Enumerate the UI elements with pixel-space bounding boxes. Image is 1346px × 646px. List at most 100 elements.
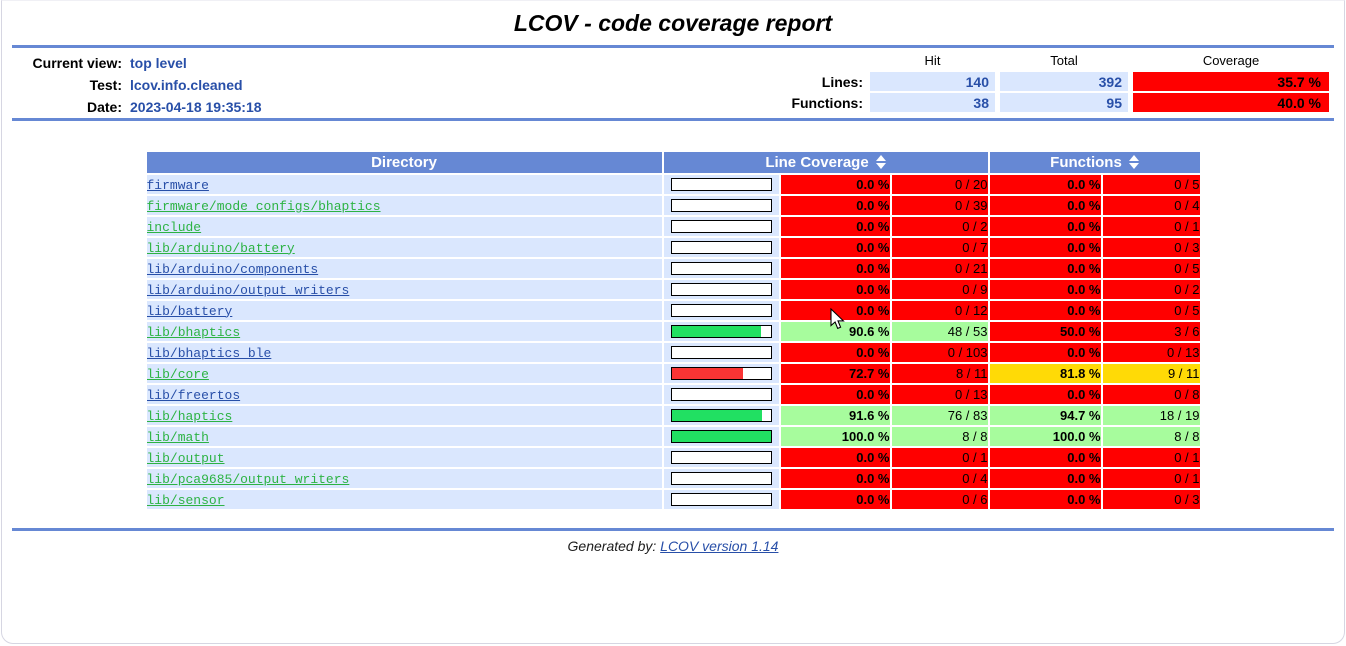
directory-link[interactable]: firmware/mode_configs/bhaptics [146,198,381,214]
directory-link[interactable]: lib/haptics [146,408,233,424]
directory-link[interactable]: lib/sensor [146,492,225,508]
functions-ratio: 0 / 13 [1102,343,1200,362]
coverage-bar [670,262,772,275]
functions-ratio: 0 / 8 [1102,385,1200,404]
summary-lines-hit: 140 [870,72,995,91]
line-coverage-pct: 0.0 % [780,301,890,320]
line-coverage-ratio: 0 / 1 [891,448,988,467]
table-row: lib/sensor 0.0 % 0 / 6 0.0 % 0 / 3 [146,490,1200,509]
directory-link[interactable]: lib/bhaptics_ble [146,345,272,361]
table-row: include 0.0 % 0 / 2 0.0 % 0 / 1 [146,217,1200,236]
summary-lines-label: Lines: [821,73,863,90]
coverage-summary: Hit Total Coverage Lines: 140 392 35.7 %… [785,49,1334,114]
summary-lines-total: 392 [1000,72,1128,91]
functions-ratio: 0 / 4 [1102,196,1200,215]
coverage-bar [670,367,772,380]
coverage-bar [670,346,772,359]
functions-pct: 0.0 % [989,301,1101,320]
functions-ratio: 3 / 6 [1102,322,1200,341]
functions-pct: 94.7 % [989,406,1101,425]
summary-functions-hit: 38 [870,93,995,112]
table-row: lib/freertos 0.0 % 0 / 13 0.0 % 0 / 8 [146,385,1200,404]
directory-link[interactable]: lib/arduino/battery [146,240,295,256]
functions-pct: 0.0 % [989,217,1101,236]
table-row: lib/haptics 91.6 % 76 / 83 94.7 % 18 / 1… [146,406,1200,425]
functions-pct: 50.0 % [989,322,1101,341]
functions-pct: 0.0 % [989,280,1101,299]
table-row: lib/core 72.7 % 8 / 11 81.8 % 9 / 11 [146,364,1200,383]
line-coverage-pct: 72.7 % [780,364,890,383]
line-coverage-ratio: 0 / 39 [891,196,988,215]
functions-ratio: 0 / 5 [1102,175,1200,194]
line-coverage-pct: 0.0 % [780,280,890,299]
table-row: lib/bhaptics_ble 0.0 % 0 / 103 0.0 % 0 /… [146,343,1200,362]
summary-col-coverage: Coverage [1202,53,1260,68]
sort-updown-icon[interactable] [1128,155,1139,170]
directory-link[interactable]: lib/pca9685/output_writers [146,471,350,487]
functions-ratio: 0 / 1 [1102,469,1200,488]
directory-link[interactable]: lib/core [146,366,209,382]
date-label: Date: [86,99,122,115]
current-view-label: Current view: [32,55,122,71]
line-coverage-ratio: 8 / 8 [891,427,988,446]
coverage-bar [670,220,772,233]
summary-lines-coverage: 35.7 % [1133,72,1329,91]
table-row: lib/arduino/output_writers 0.0 % 0 / 9 0… [146,280,1200,299]
directory-link[interactable]: lib/bhaptics [146,324,241,340]
sort-updown-icon[interactable] [875,155,886,170]
functions-ratio: 0 / 5 [1102,301,1200,320]
directory-link[interactable]: lib/battery [146,303,233,319]
coverage-bar [670,325,772,338]
table-row: lib/math 100.0 % 8 / 8 100.0 % 8 / 8 [146,427,1200,446]
functions-ratio: 0 / 3 [1102,490,1200,509]
table-row: lib/pca9685/output_writers 0.0 % 0 / 4 0… [146,469,1200,488]
directory-link[interactable]: lib/freertos [146,387,241,403]
directory-link[interactable]: lib/output [146,450,225,466]
divider-footer [12,528,1334,531]
functions-ratio: 8 / 8 [1102,427,1200,446]
table-row: lib/battery 0.0 % 0 / 12 0.0 % 0 / 5 [146,301,1200,320]
directory-link[interactable]: include [146,219,202,235]
divider-top [12,45,1334,48]
directory-link[interactable]: lib/arduino/output_writers [146,282,350,298]
functions-ratio: 18 / 19 [1102,406,1200,425]
coverage-bar [670,430,772,443]
generated-by-text: Generated by: [567,538,657,554]
table-row: lib/arduino/battery 0.0 % 0 / 7 0.0 % 0 … [146,238,1200,257]
functions-ratio: 0 / 1 [1102,217,1200,236]
line-coverage-pct: 100.0 % [780,427,890,446]
line-coverage-ratio: 0 / 2 [891,217,988,236]
functions-ratio: 9 / 11 [1102,364,1200,383]
directory-link[interactable]: lib/arduino/components [146,261,319,277]
table-row: firmware/mode_configs/bhaptics 0.0 % 0 /… [146,196,1200,215]
coverage-bar [670,199,772,212]
line-coverage-pct: 0.0 % [780,343,890,362]
line-coverage-ratio: 0 / 12 [891,301,988,320]
functions-ratio: 0 / 2 [1102,280,1200,299]
table-row: lib/output 0.0 % 0 / 1 0.0 % 0 / 1 [146,448,1200,467]
table-row: lib/arduino/components 0.0 % 0 / 21 0.0 … [146,259,1200,278]
functions-pct: 0.0 % [989,175,1101,194]
directory-link[interactable]: lib/math [146,429,209,445]
line-coverage-ratio: 0 / 9 [891,280,988,299]
line-coverage-pct: 0.0 % [780,217,890,236]
summary-functions-label: Functions: [791,94,863,111]
current-view-value: top level [130,55,187,71]
functions-pct: 0.0 % [989,490,1101,509]
line-coverage-ratio: 76 / 83 [891,406,988,425]
report-meta: Current view: top level Test: lcov.info.… [28,51,263,119]
coverage-bar [670,388,772,401]
line-coverage-pct: 90.6 % [780,322,890,341]
coverage-bar [670,304,772,317]
coverage-bar [670,241,772,254]
lcov-version-link[interactable]: LCOV version 1.14 [660,538,779,554]
column-header-functions: Functions [989,152,1200,173]
directory-link[interactable]: firmware [146,177,209,193]
functions-ratio: 0 / 5 [1102,259,1200,278]
functions-pct: 0.0 % [989,259,1101,278]
date-value: 2023-04-18 19:35:18 [130,99,262,115]
line-coverage-pct: 0.0 % [780,238,890,257]
line-coverage-pct: 0.0 % [780,385,890,404]
line-coverage-ratio: 8 / 11 [891,364,988,383]
